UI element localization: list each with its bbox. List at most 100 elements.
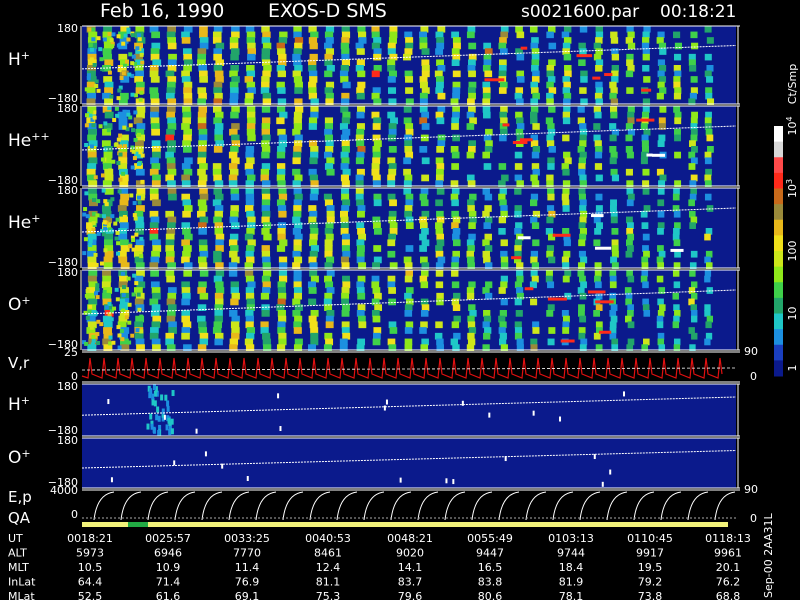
spectro-cell: [325, 37, 334, 44]
spectro-spot: [636, 118, 655, 122]
spectro-cell: [83, 207, 88, 212]
spectro-cell: [215, 140, 224, 147]
spectro-cell: [498, 315, 506, 323]
spectro-cell: [247, 216, 256, 224]
spectro-cell: [103, 151, 113, 159]
spectro-cell: [626, 239, 633, 247]
spectro-cell: [122, 285, 127, 290]
spectro-cell: [483, 53, 492, 61]
spectro-cell: [561, 256, 570, 264]
spectro-cell: [117, 68, 122, 73]
spectro-cell: [230, 65, 239, 72]
spectro-cell: [658, 250, 666, 258]
spectro-cell: [484, 193, 493, 201]
spectro-cell: [341, 245, 350, 252]
spectro-cell: [483, 163, 492, 170]
spectro-cell: [625, 134, 633, 142]
spectro-cell: [673, 315, 680, 323]
spectro-cell: [547, 281, 555, 289]
spectro-cell: [405, 87, 414, 94]
spectro-cell: [325, 81, 335, 89]
ephemeris-cell: 10.5: [78, 561, 103, 574]
spectro-cell: [500, 256, 509, 264]
spectro-cell: [261, 205, 270, 212]
spectro-cell: [356, 210, 365, 218]
spectro-cell: [102, 270, 111, 277]
spectro-cell: [704, 256, 711, 264]
spectro-cell: [577, 270, 585, 277]
spectro-cell: [371, 298, 380, 306]
spectro-cell: [340, 65, 349, 72]
spectro-cell: [659, 174, 667, 182]
spectro-cell: [294, 338, 303, 346]
spectro-cell: [292, 216, 301, 224]
colorbar-tick-label: 100: [786, 241, 799, 262]
spectro-cell: [658, 123, 666, 130]
spectro-cell: [642, 48, 650, 55]
spectro-spot: [651, 153, 665, 157]
spectro-spot: [173, 460, 176, 466]
spectro-cell: [119, 34, 124, 39]
spectro-cell: [183, 245, 192, 252]
spectro-cell: [294, 193, 303, 201]
spectro-cell: [451, 188, 460, 195]
spectro-cell: [308, 92, 318, 100]
spectro-cell: [229, 338, 239, 346]
spectro-cell: [356, 92, 365, 100]
spectro-cell: [135, 140, 144, 147]
spectro-cell: [657, 70, 665, 78]
spectro-cell: [674, 70, 682, 78]
spectro-cell: [658, 287, 666, 294]
spectro-cell: [263, 65, 272, 72]
spectro-cell: [435, 245, 443, 252]
spectro-cell: [262, 134, 271, 142]
spectro-cell: [132, 213, 137, 218]
spectro-cell: [546, 70, 555, 78]
spectro-cell: [155, 414, 159, 421]
spectro-cell: [356, 123, 365, 130]
spectro-cell: [515, 222, 523, 229]
spectro-cell: [531, 180, 540, 187]
spectro-cell: [135, 262, 145, 269]
spectro-cell: [421, 87, 430, 94]
spectro-cell: [132, 201, 137, 206]
spectro-cell: [229, 344, 238, 351]
spectro-cell: [118, 281, 128, 289]
spectro-cell: [498, 65, 507, 72]
spectro-cell: [371, 111, 380, 119]
spectro-cell: [87, 262, 97, 269]
spectro-cell: [324, 53, 333, 61]
spectro-cell: [437, 256, 446, 264]
spectro-cell: [126, 27, 131, 32]
spectro-cell: [324, 228, 333, 235]
spectro-cell: [107, 70, 112, 75]
spectro-cell: [131, 292, 136, 297]
spectro-cell: [117, 250, 127, 258]
spectro-cell: [420, 134, 429, 142]
spectro-cell: [516, 270, 524, 277]
spectro-cell: [356, 151, 365, 159]
spectro-cell: [146, 423, 150, 430]
spectro-cell: [181, 76, 191, 83]
spectro-cell: [453, 315, 461, 323]
spectro-cell: [389, 199, 397, 207]
spectro-cell: [578, 168, 586, 176]
spectro-cell: [388, 233, 397, 241]
spectro-cell: [690, 31, 698, 39]
spectro-cell: [149, 193, 159, 201]
spectro-cell: [166, 405, 170, 412]
spectro-cell: [294, 37, 304, 44]
spectro-spot: [504, 456, 507, 462]
spectro-cell: [107, 301, 112, 306]
spectro-cell: [214, 205, 224, 212]
spectro-cell: [547, 304, 555, 311]
spectro-spot: [452, 479, 455, 485]
spectro-cell: [103, 216, 113, 224]
spectro-cell: [529, 199, 538, 207]
spectro-cell: [435, 270, 444, 277]
spectro-spot: [646, 153, 653, 157]
spectro-cell: [182, 199, 192, 207]
spectro-cell: [150, 76, 160, 83]
spectro-cell: [577, 287, 585, 294]
